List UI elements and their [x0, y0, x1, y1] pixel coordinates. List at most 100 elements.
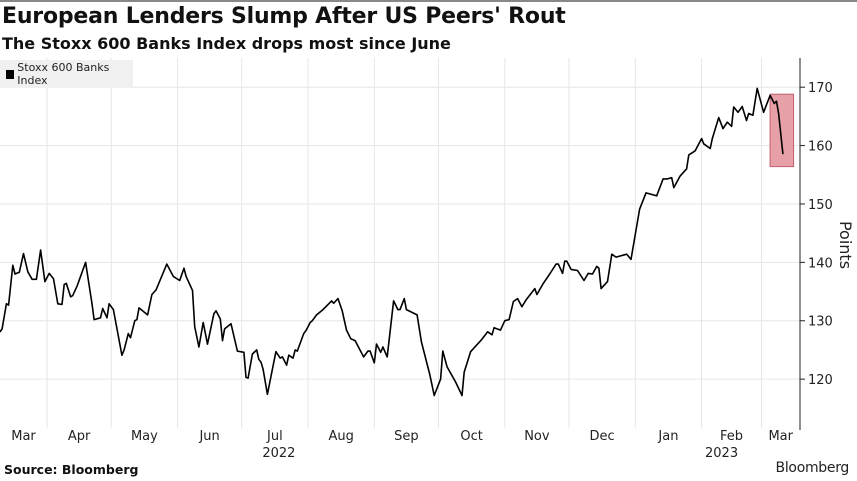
data-point: [469, 351, 472, 353]
data-point: [737, 111, 739, 113]
data-point: [463, 371, 465, 373]
year-label: 2022: [262, 446, 295, 461]
data-point: [405, 309, 408, 311]
data-point: [442, 350, 444, 352]
data-point: [337, 297, 339, 300]
data-point: [429, 374, 431, 376]
data-point: [202, 321, 204, 324]
x-tick-label: Aug: [328, 429, 353, 444]
data-point: [256, 349, 258, 351]
data-point: [416, 314, 418, 316]
data-point: [315, 314, 318, 316]
data-point: [733, 106, 735, 108]
data-point: [688, 154, 690, 156]
data-point: [121, 354, 123, 356]
data-point: [194, 325, 196, 328]
data-point: [61, 303, 63, 305]
data-point: [718, 116, 720, 119]
data-point: [673, 187, 675, 189]
top-rule: [0, 0, 857, 2]
data-point: [561, 272, 564, 275]
data-point: [491, 334, 493, 336]
data-point: [279, 357, 281, 359]
y-tick-label: 150: [808, 198, 833, 213]
data-point: [741, 105, 743, 108]
data-point: [517, 297, 519, 300]
data-point: [14, 273, 16, 275]
x-tick-label: Mar: [768, 429, 793, 444]
data-point: [44, 281, 46, 283]
data-point: [1, 328, 3, 330]
data-point: [373, 362, 375, 364]
data-point: [626, 253, 628, 255]
data-point: [630, 258, 632, 261]
data-point: [93, 318, 95, 321]
data-point: [198, 346, 200, 348]
data-point: [557, 263, 559, 265]
data-point: [392, 300, 395, 302]
data-point: [542, 282, 544, 284]
data-point: [183, 267, 185, 269]
data-point: [112, 309, 114, 311]
data-point: [382, 346, 384, 348]
highlight-box: [769, 93, 795, 168]
data-point: [40, 249, 42, 251]
data-point: [27, 271, 29, 273]
x-tick-label: Jan: [657, 429, 678, 444]
data-point: [606, 281, 609, 283]
data-point: [397, 309, 399, 311]
data-point: [108, 303, 110, 305]
data-point: [206, 343, 209, 345]
data-point: [587, 272, 589, 275]
data-point: [303, 332, 305, 335]
data-point: [7, 304, 10, 306]
data-point: [701, 137, 703, 140]
data-point: [615, 256, 617, 258]
data-point: [243, 351, 245, 353]
data-point: [564, 260, 566, 262]
data-point: [330, 300, 333, 302]
data-point: [591, 273, 594, 275]
data-point: [638, 208, 641, 210]
legend: Stoxx 600 Banks Index: [0, 60, 133, 88]
data-point: [345, 329, 348, 331]
data-point: [333, 302, 335, 304]
data-point: [275, 351, 277, 353]
data-point: [69, 296, 72, 298]
data-point: [775, 100, 778, 102]
data-point: [191, 289, 194, 291]
data-point: [146, 314, 149, 316]
data-point: [305, 330, 307, 332]
y-tick-label: 120: [808, 373, 833, 388]
data-point: [662, 178, 664, 180]
legend-swatch: [6, 69, 15, 79]
data-point: [63, 283, 65, 286]
x-tick-label: May: [131, 429, 158, 444]
data-point: [656, 195, 658, 197]
data-point: [155, 289, 157, 291]
data-point: [566, 260, 568, 262]
data-point: [576, 269, 579, 272]
data-point: [223, 328, 226, 330]
chart-title: European Lenders Slump After US Peers' R…: [2, 4, 566, 29]
data-point: [127, 332, 129, 335]
data-point: [521, 306, 523, 308]
data-point: [420, 341, 422, 343]
data-point: [245, 376, 247, 378]
data-point: [251, 353, 254, 355]
data-point: [440, 378, 442, 380]
x-tick-label: Jul: [266, 429, 283, 444]
data-point: [151, 293, 153, 296]
data-point: [403, 297, 405, 300]
x-tick-label: Dec: [590, 429, 615, 444]
data-point: [570, 268, 572, 270]
data-point: [512, 300, 514, 303]
data-point: [76, 285, 78, 287]
data-point: [730, 125, 733, 127]
data-point: [525, 299, 527, 301]
data-point: [286, 364, 288, 366]
data-point: [247, 377, 249, 379]
data-point: [493, 327, 495, 329]
x-tick-label: Oct: [460, 429, 482, 444]
